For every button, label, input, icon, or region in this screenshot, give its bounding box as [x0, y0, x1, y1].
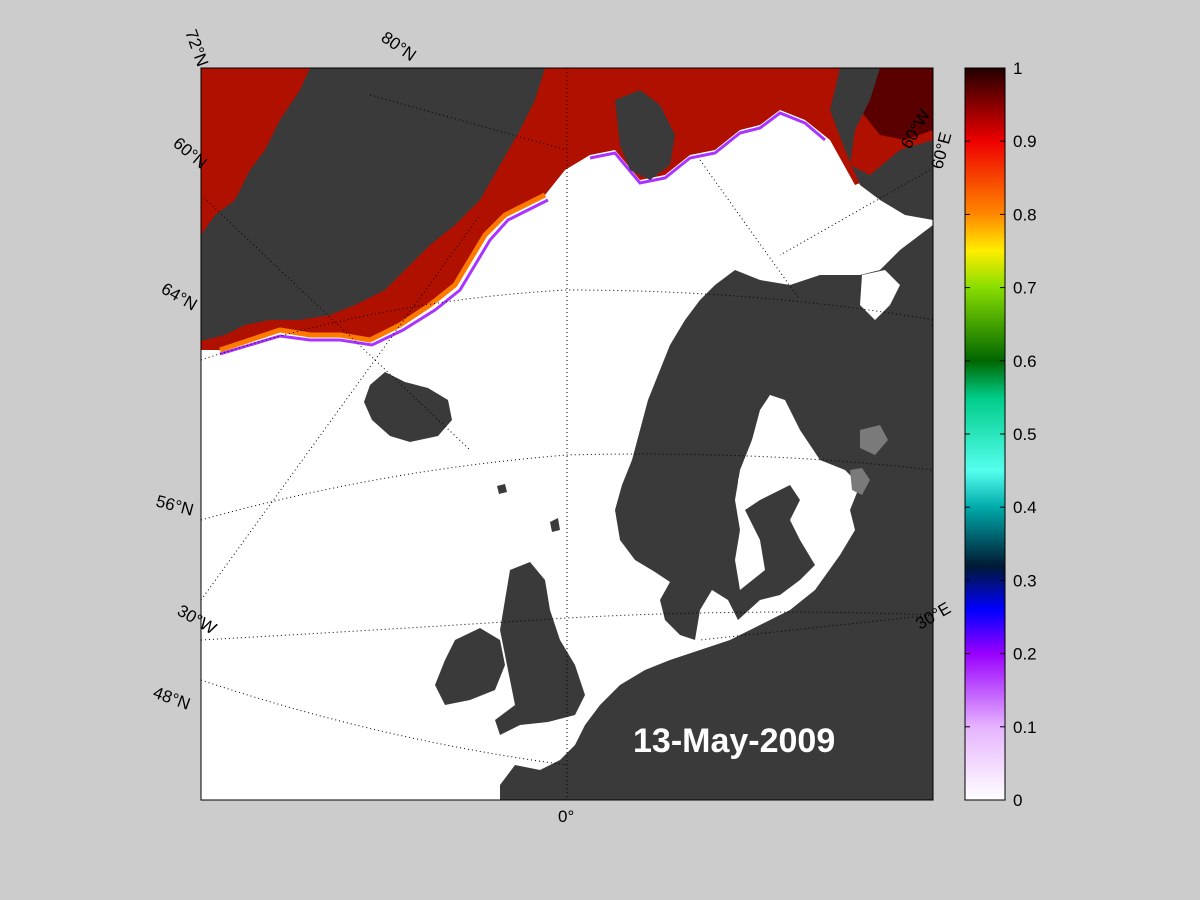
lat-label-72n: 72°N [181, 27, 212, 69]
lat-label-80n: 80°N [378, 28, 420, 65]
colorbar-tick-label: 0.2 [1013, 645, 1037, 664]
colorbar-tick-label: 0.4 [1013, 498, 1037, 517]
great-britain-land [495, 562, 585, 735]
europe-land [500, 225, 933, 800]
colorbar-tick-label: 0.8 [1013, 205, 1037, 224]
ireland-land [435, 628, 505, 705]
colorbar-gradient [964, 67, 1006, 801]
novaya-zemlya-land [830, 68, 933, 220]
ice-edge-purple [219, 198, 549, 356]
white-sea [860, 270, 900, 320]
colorbar-tick-label: 0.7 [1013, 279, 1037, 298]
colorbar-ticks: 1 0.9 0.8 0.7 0.6 0.5 0.4 0.3 0.2 0.1 0 [965, 59, 1037, 810]
colorbar-tick-label: 0 [1013, 791, 1022, 810]
graticule [201, 68, 933, 800]
shetland-land [550, 518, 560, 532]
ice-edge-orange [219, 192, 547, 353]
ice-edge-east [589, 111, 826, 185]
svalbard-land [615, 90, 675, 180]
colorbar: 1 0.9 0.8 0.7 0.6 0.5 0.4 0.3 0.2 0.1 0 [964, 59, 1037, 810]
colorbar-tick-label: 0.6 [1013, 352, 1037, 371]
lat-label-48n: 48°N [151, 683, 193, 714]
faroe-land [497, 484, 507, 494]
colorbar-tick-label: 0.1 [1013, 718, 1037, 737]
gulf-of-bothnia [738, 395, 785, 505]
lat-label-56n: 56°N [154, 492, 196, 520]
colorbar-tick-label: 0.3 [1013, 571, 1037, 590]
colorbar-tick-label: 0.9 [1013, 132, 1037, 151]
lat-label-64n: 64°N [158, 279, 200, 314]
lon-label-0: 0° [558, 807, 574, 826]
map-frame [200, 67, 934, 801]
map-panel [201, 68, 933, 800]
greenland-land [201, 68, 545, 340]
iceland-land [364, 372, 452, 442]
colorbar-tick-label: 0.5 [1013, 425, 1037, 444]
low-ice-patch-baltic [850, 468, 870, 495]
colorbar-tick-label: 1 [1013, 59, 1022, 78]
date-label: 13-May-2009 [633, 722, 835, 760]
low-ice-patch-lake [860, 425, 888, 455]
